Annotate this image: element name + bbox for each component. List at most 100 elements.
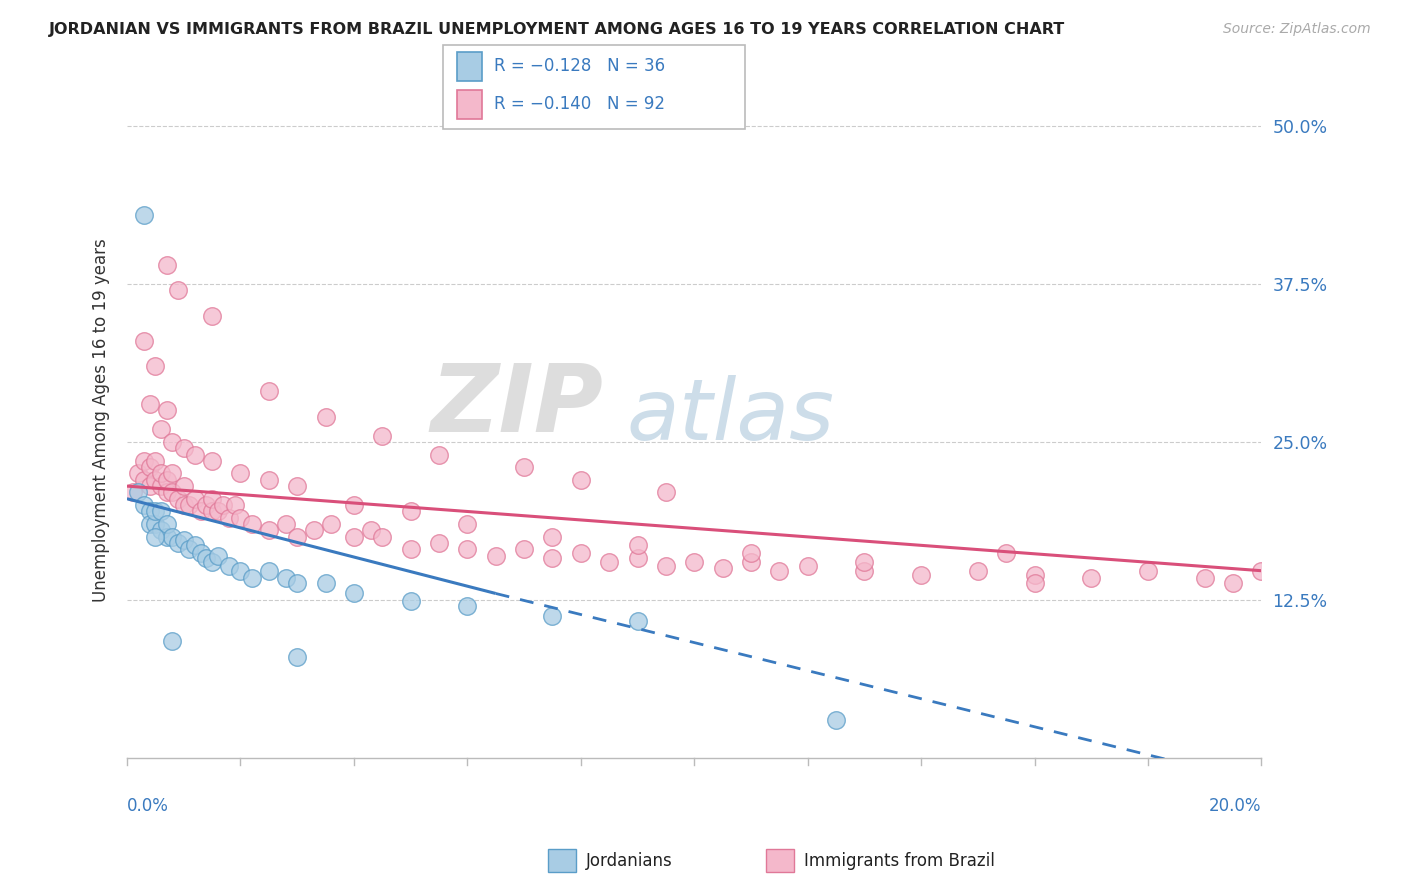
- Point: [371, 428, 394, 442]
- Point: [132, 473, 155, 487]
- Point: [190, 546, 212, 560]
- Point: [513, 542, 536, 557]
- Point: [740, 555, 762, 569]
- Point: [995, 546, 1018, 560]
- Point: [162, 530, 184, 544]
- Point: [485, 549, 508, 563]
- Point: [371, 530, 394, 544]
- Point: [173, 498, 195, 512]
- Text: 0.0%: 0.0%: [127, 797, 169, 814]
- Point: [321, 516, 343, 531]
- Point: [162, 634, 184, 648]
- Point: [1080, 571, 1102, 585]
- Point: [343, 530, 366, 544]
- Point: [1250, 564, 1272, 578]
- Point: [138, 516, 160, 531]
- Point: [229, 467, 252, 481]
- Point: [143, 359, 166, 373]
- Point: [143, 504, 166, 518]
- Point: [143, 473, 166, 487]
- Point: [143, 530, 166, 544]
- Point: [285, 649, 308, 664]
- Point: [162, 467, 184, 481]
- Point: [201, 491, 224, 506]
- Point: [285, 576, 308, 591]
- Text: Jordanians: Jordanians: [586, 852, 673, 870]
- Point: [655, 558, 678, 573]
- Point: [201, 555, 224, 569]
- Point: [343, 498, 366, 512]
- Point: [167, 491, 190, 506]
- Point: [156, 530, 179, 544]
- Point: [257, 564, 280, 578]
- Point: [173, 533, 195, 548]
- Point: [541, 609, 564, 624]
- Point: [315, 409, 337, 424]
- Point: [655, 485, 678, 500]
- Point: [150, 524, 173, 538]
- Point: [138, 397, 160, 411]
- Point: [156, 258, 179, 272]
- Point: [132, 454, 155, 468]
- Point: [173, 479, 195, 493]
- Point: [711, 561, 734, 575]
- Point: [240, 516, 263, 531]
- Y-axis label: Unemployment Among Ages 16 to 19 years: Unemployment Among Ages 16 to 19 years: [93, 238, 110, 602]
- Point: [162, 485, 184, 500]
- Point: [121, 485, 143, 500]
- Point: [229, 564, 252, 578]
- Point: [427, 448, 450, 462]
- Point: [569, 473, 592, 487]
- Point: [201, 454, 224, 468]
- Point: [138, 460, 160, 475]
- Point: [513, 460, 536, 475]
- Point: [315, 576, 337, 591]
- Point: [399, 542, 422, 557]
- Point: [399, 504, 422, 518]
- Point: [195, 498, 218, 512]
- Point: [207, 549, 229, 563]
- Point: [162, 434, 184, 449]
- Text: R = −0.140   N = 92: R = −0.140 N = 92: [494, 95, 665, 113]
- Point: [456, 542, 478, 557]
- Point: [569, 546, 592, 560]
- Point: [212, 498, 235, 512]
- Point: [184, 539, 207, 553]
- Point: [910, 567, 932, 582]
- Point: [240, 571, 263, 585]
- Point: [156, 485, 179, 500]
- Point: [138, 504, 160, 518]
- Point: [274, 516, 297, 531]
- Point: [224, 498, 246, 512]
- Point: [257, 384, 280, 399]
- Point: [184, 491, 207, 506]
- Point: [853, 564, 876, 578]
- Point: [173, 441, 195, 455]
- Point: [167, 283, 190, 297]
- Point: [274, 571, 297, 585]
- Point: [626, 614, 648, 628]
- Point: [768, 564, 790, 578]
- Point: [740, 546, 762, 560]
- Point: [257, 524, 280, 538]
- Point: [184, 448, 207, 462]
- Point: [343, 586, 366, 600]
- Point: [683, 555, 706, 569]
- Point: [218, 510, 240, 524]
- Point: [796, 558, 818, 573]
- Point: [456, 516, 478, 531]
- Point: [399, 594, 422, 608]
- Point: [626, 551, 648, 566]
- Point: [132, 208, 155, 222]
- Point: [156, 473, 179, 487]
- Point: [127, 485, 149, 500]
- Point: [966, 564, 988, 578]
- Point: [127, 467, 149, 481]
- Point: [285, 479, 308, 493]
- Point: [150, 422, 173, 436]
- Text: 20.0%: 20.0%: [1209, 797, 1261, 814]
- Point: [201, 504, 224, 518]
- Point: [167, 536, 190, 550]
- Point: [138, 479, 160, 493]
- Point: [132, 334, 155, 348]
